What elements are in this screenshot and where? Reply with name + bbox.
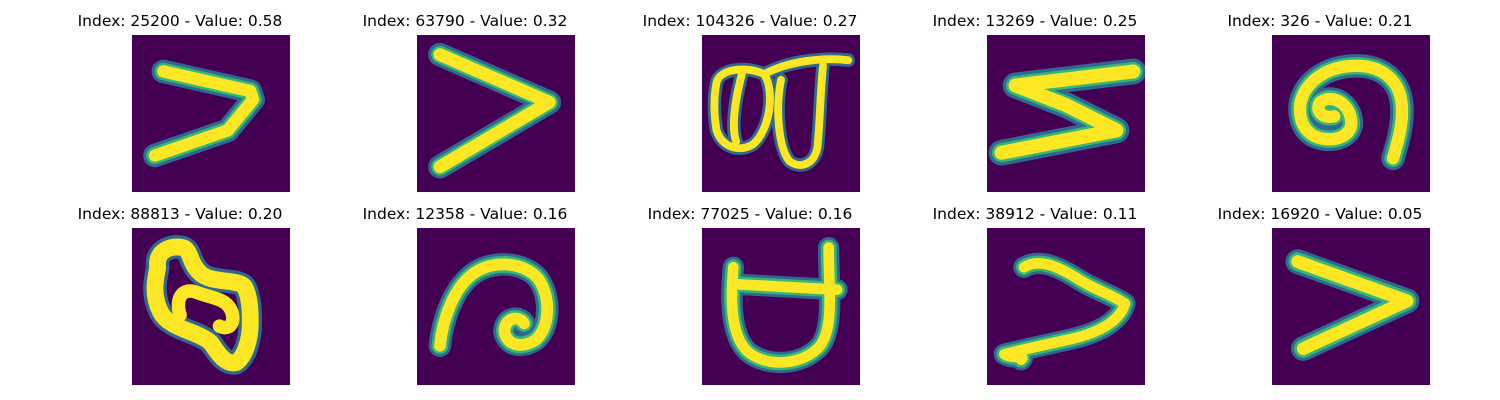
digit-image xyxy=(132,228,290,385)
digit-image xyxy=(1272,228,1430,385)
panel-title: Index: 13269 - Value: 0.25 xyxy=(932,12,1138,30)
digit-image xyxy=(702,35,860,192)
panel-9: Index: 38912 - Value: 0.11 xyxy=(885,200,1185,400)
panel-8: Index: 77025 - Value: 0.16 xyxy=(600,200,900,400)
digit-image xyxy=(987,35,1145,192)
panel-4: Index: 13269 - Value: 0.25 xyxy=(885,0,1185,200)
panel-title: Index: 104326 - Value: 0.27 xyxy=(642,12,858,30)
digit-image xyxy=(1272,35,1430,192)
panel-title: Index: 88813 - Value: 0.20 xyxy=(77,205,283,223)
digit-image xyxy=(417,228,575,385)
panel-title: Index: 326 - Value: 0.21 xyxy=(1227,12,1413,30)
panel-title: Index: 12358 - Value: 0.16 xyxy=(362,205,568,223)
panel-2: Index: 63790 - Value: 0.32 xyxy=(315,0,615,200)
digit-image xyxy=(132,35,290,192)
panel-title: Index: 25200 - Value: 0.58 xyxy=(77,12,283,30)
panel-1: Index: 25200 - Value: 0.58 xyxy=(30,0,330,200)
digit-image xyxy=(417,35,575,192)
panel-title: Index: 38912 - Value: 0.11 xyxy=(932,205,1138,223)
panel-title: Index: 16920 - Value: 0.05 xyxy=(1217,205,1423,223)
panel-7: Index: 12358 - Value: 0.16 xyxy=(315,200,615,400)
panel-title: Index: 63790 - Value: 0.32 xyxy=(362,12,568,30)
panel-title: Index: 77025 - Value: 0.16 xyxy=(647,205,853,223)
digit-image xyxy=(702,228,860,385)
panel-6: Index: 88813 - Value: 0.20 xyxy=(30,200,330,400)
panel-10: Index: 16920 - Value: 0.05 xyxy=(1170,200,1470,400)
panel-3: Index: 104326 - Value: 0.27 xyxy=(600,0,900,200)
digit-image xyxy=(987,228,1145,385)
panel-5: Index: 326 - Value: 0.21 xyxy=(1170,0,1470,200)
